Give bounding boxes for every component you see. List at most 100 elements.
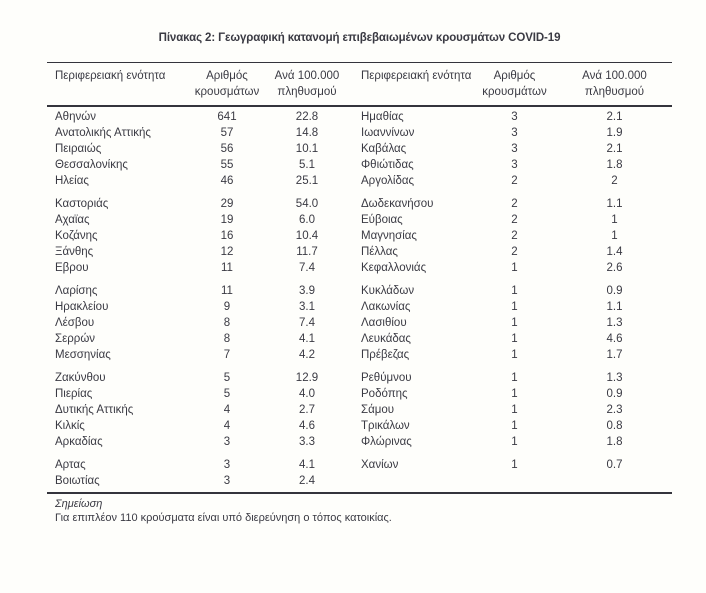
cases-cell-left: 3	[223, 459, 231, 471]
region-cell-left: Βοιωτίας	[55, 475, 100, 487]
cases-cell-right: 2	[511, 175, 518, 187]
region-cell-right: Κυκλάδων	[361, 285, 415, 297]
header-rate-right: Ανά 100.000 πληθυσμού	[557, 68, 672, 100]
rate-cell-right: 0.7	[606, 459, 623, 471]
region-cell-right: Λευκάδας	[361, 333, 411, 345]
header-cases-right: Αριθμός κρουσμάτων	[472, 68, 557, 100]
region-cell-left: Ζακύνθου	[55, 372, 106, 384]
header-rate-left-line1: Ανά 100.000	[274, 70, 340, 82]
rate-cell-left: 25.1	[295, 175, 319, 187]
rate-cell-left: 6.0	[299, 214, 315, 226]
table-row: Ζακύνθου 5 12.9 Ρεθύμνου 1 1.3	[47, 370, 672, 386]
cases-cell-left: 9	[223, 301, 231, 313]
region-cell-right: Πέλλας	[361, 246, 398, 258]
table-row: Λαρίσης 11 3.9 Κυκλάδων 1 0.9	[47, 283, 672, 299]
cases-cell-right: 1	[511, 301, 518, 313]
rate-cell-left: 14.8	[295, 127, 319, 139]
cases-cell-right: 1	[511, 404, 518, 416]
region-cell-left: Ηλείας	[55, 175, 89, 187]
cases-cell-right: 3	[511, 143, 518, 155]
region-cell-right: Ροδόπης	[361, 388, 408, 400]
cases-cell-right: 2	[511, 214, 518, 226]
rate-cell-right: 1.3	[606, 317, 623, 329]
table-row: Ηρακλείου 9 3.1 Λακωνίας 1 1.1	[47, 299, 672, 315]
cases-cell-left: 11	[221, 285, 233, 297]
table-row: Βοιωτίας 3 2.4	[47, 473, 672, 489]
header-rate-left: Ανά 100.000 πληθυσμού	[267, 68, 347, 100]
table-row: Αρτας 3 4.1 Χανίων 1 0.7	[47, 457, 672, 473]
region-cell-left: Λαρίσης	[55, 285, 98, 297]
region-cell-right: Φλώρινας	[361, 436, 412, 448]
rate-cell-left: 12.9	[295, 372, 319, 384]
table-row: Αθηνών 641 22.8 Ημαθίας 3 2.1	[47, 109, 672, 125]
note-text: Για επιπλέον 110 κρούσματα είναι υπό διε…	[55, 512, 392, 524]
cases-cell-left: 29	[220, 198, 234, 210]
rate-cell-left: 4.0	[299, 388, 315, 400]
table-header: Περιφερειακή ενότητα Αριθμός κρουσμάτων …	[47, 62, 672, 107]
region-cell-right: Σάμου	[361, 404, 395, 416]
row-group: Αθηνών 641 22.8 Ημαθίας 3 2.1 Ανατολικής Αττικ…	[47, 109, 672, 189]
cases-cell-right: 1	[511, 420, 518, 432]
rate-cell-right: 2	[611, 175, 618, 187]
region-cell-left: Αθηνών	[55, 111, 96, 123]
rate-cell-right: 2.3	[606, 404, 623, 416]
table-row: Ηλείας 46 25.1 Αργολίδας 2 2	[47, 173, 672, 189]
cases-cell-left: 8	[223, 333, 231, 345]
row-group: Αρτας 3 4.1 Χανίων 1 0.7 Βοιωτίας 3 2.4	[47, 457, 672, 489]
cases-cell-right: 1	[511, 317, 518, 329]
region-cell-left: Ανατολικής Αττικής	[55, 127, 151, 139]
covid-table: Περιφερειακή ενότητα Αριθμός κρουσμάτων …	[47, 62, 672, 526]
region-cell-left: Κοζάνης	[55, 230, 98, 242]
region-cell-right: Φθιώτιδας	[361, 159, 414, 171]
region-cell-right: Ρεθύμνου	[361, 372, 412, 384]
region-cell-right: Εύβοιας	[361, 214, 403, 226]
table-row: Λέσβου 8 7.4 Λασιθίου 1 1.3	[47, 315, 672, 331]
rate-cell-right: 1.4	[606, 246, 623, 258]
cases-cell-right: 1	[511, 372, 518, 384]
rate-cell-left: 3.3	[299, 436, 315, 448]
header-cases-left-line2: κρουσμάτων	[194, 86, 260, 98]
cases-cell-left: 57	[220, 127, 234, 139]
region-cell-right: Καβάλας	[361, 143, 407, 155]
rate-cell-right: 1	[611, 230, 618, 242]
cases-cell-left: 3	[223, 436, 231, 448]
region-cell-left: Πειραιώς	[55, 143, 102, 155]
table-row: Ξάνθης 12 11.7 Πέλλας 2 1.4	[47, 244, 672, 260]
cases-cell-left: 12	[220, 246, 234, 258]
rate-cell-left: 4.1	[299, 459, 315, 471]
region-cell-right: Ημαθίας	[361, 111, 404, 123]
note-label: Σημείωση	[55, 498, 103, 510]
rate-cell-left: 10.4	[295, 230, 319, 242]
region-cell-right: Χανίων	[361, 459, 399, 471]
rate-cell-left: 5.1	[299, 159, 315, 171]
cases-cell-left: 3	[223, 475, 231, 487]
cases-cell-left: 641	[217, 111, 237, 123]
table-row: Καστοριάς 29 54.0 Δωδεκανήσου 2 1.1	[47, 196, 672, 212]
rate-cell-right: 1.9	[606, 127, 623, 139]
header-region-left: Περιφερειακή ενότητα	[47, 68, 187, 84]
region-cell-left: Σερρών	[55, 333, 96, 345]
cases-cell-left: 7	[223, 349, 231, 361]
row-group: Ζακύνθου 5 12.9 Ρεθύμνου 1 1.3 Πιερίας 5 4.0 Ροδό…	[47, 370, 672, 450]
cases-cell-left: 19	[220, 214, 234, 226]
table-row: Μεσσηνίας 7 4.2 Πρέβεζας 1 1.7	[47, 347, 672, 363]
rate-cell-left: 2.4	[299, 475, 315, 487]
row-group: Καστοριάς 29 54.0 Δωδεκανήσου 2 1.1 Αχαϊας 19 6.…	[47, 196, 672, 276]
rate-cell-left: 2.7	[299, 404, 315, 416]
cases-cell-left: 11	[221, 262, 233, 274]
cases-cell-right: 1	[511, 349, 518, 361]
rate-cell-left: 22.8	[295, 111, 319, 123]
cases-cell-right: 3	[511, 159, 518, 171]
region-cell-left: Ξάνθης	[55, 246, 94, 258]
rate-cell-left: 4.2	[299, 349, 315, 361]
cases-cell-right: 1	[511, 285, 518, 297]
region-cell-left: Μεσσηνίας	[55, 349, 111, 361]
region-cell-left: Κιλκίς	[55, 420, 85, 432]
region-cell-left: Πιερίας	[55, 388, 93, 400]
region-cell-left: Αρκαδίας	[55, 436, 103, 448]
region-cell-right: Ιωαννίνων	[361, 127, 415, 139]
table-row: Θεσσαλονίκης 55 5.1 Φθιώτιδας 3 1.8	[47, 157, 672, 173]
cases-cell-right: 2	[511, 230, 518, 242]
rate-cell-left: 11.7	[296, 246, 318, 258]
